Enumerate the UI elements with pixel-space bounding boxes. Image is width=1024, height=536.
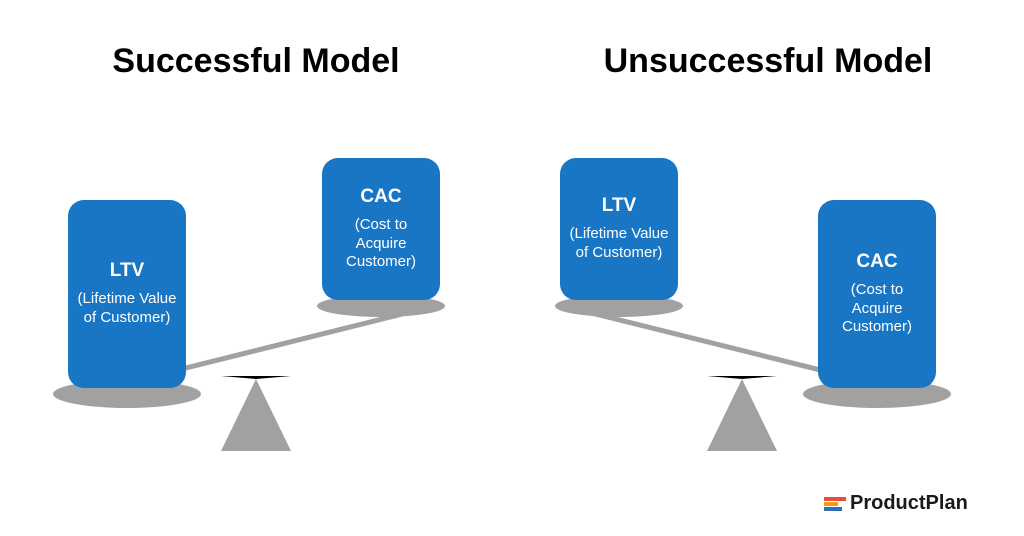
cac-label: CAC	[856, 251, 897, 273]
ltv-sublabel: (Lifetime Value of Customer)	[568, 225, 670, 263]
fulcrum	[221, 376, 291, 451]
fulcrum	[707, 376, 777, 451]
cac-sublabel: (Cost to Acquire Customer)	[826, 281, 928, 337]
cac-label: CAC	[360, 186, 401, 208]
logo-bar	[824, 507, 842, 511]
logo-bar	[824, 497, 846, 501]
cac-sublabel: (Cost to Acquire Customer)	[330, 216, 432, 272]
scale-successful: LTV (Lifetime Value of Customer) CAC (Cost …	[0, 130, 512, 470]
logo-bar	[824, 502, 838, 506]
ltv-sublabel: (Lifetime Value of Customer)	[76, 290, 178, 328]
logo-mark-icon	[824, 497, 846, 511]
ltv-label: LTV	[110, 260, 144, 282]
panel-successful: Successful Model LTV (Lifetime Value of C…	[0, 0, 512, 536]
ltv-label: LTV	[602, 195, 636, 217]
title-successful: Successful Model	[0, 42, 512, 81]
logo-text: ProductPlan	[850, 492, 968, 515]
ltv-box: LTV (Lifetime Value of Customer)	[68, 200, 186, 388]
title-unsuccessful: Unsuccessful Model	[512, 42, 1024, 81]
scale-unsuccessful: LTV (Lifetime Value of Customer) CAC (Cost …	[512, 130, 1024, 470]
cac-box: CAC (Cost to Acquire Customer)	[818, 200, 936, 388]
cac-box: CAC (Cost to Acquire Customer)	[322, 158, 440, 300]
diagram-container: Successful Model LTV (Lifetime Value of C…	[0, 0, 1024, 536]
ltv-box: LTV (Lifetime Value of Customer)	[560, 158, 678, 300]
productplan-logo: ProductPlan	[824, 492, 968, 515]
panel-unsuccessful: Unsuccessful Model LTV (Lifetime Value of…	[512, 0, 1024, 536]
